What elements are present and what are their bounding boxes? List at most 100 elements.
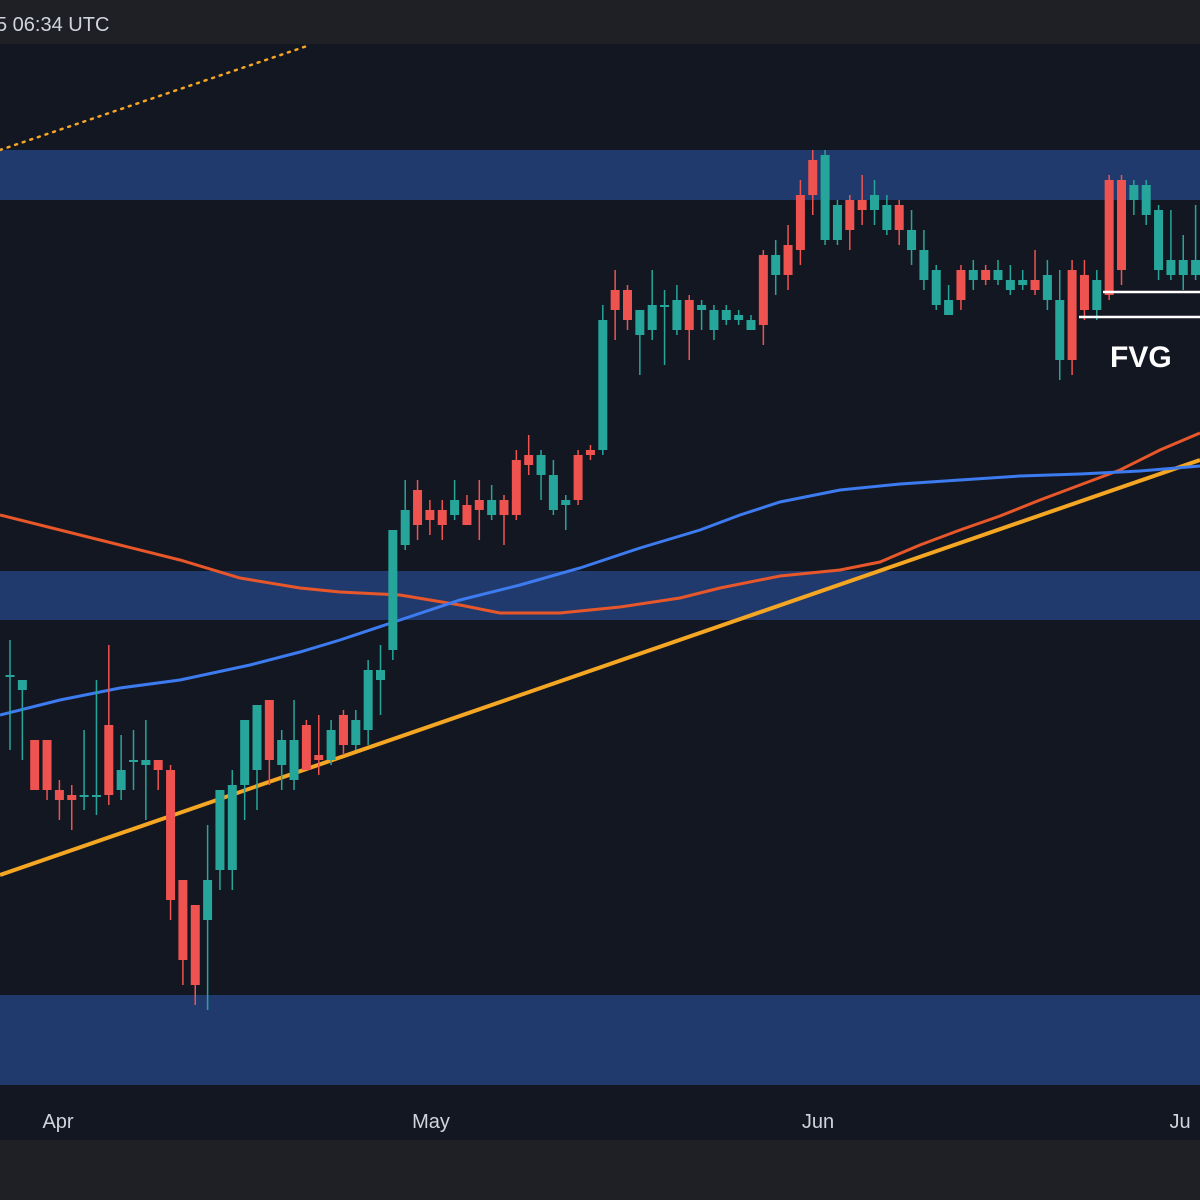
candle-body: [709, 310, 719, 330]
candle-body: [413, 490, 423, 525]
candle: [227, 770, 237, 890]
candle: [400, 480, 410, 550]
candlestick-chart: FVG Apr May Jun Ju: [0, 44, 1200, 1140]
support-resistance-zone: [0, 150, 1200, 200]
candle-body: [672, 300, 682, 330]
candle-body: [351, 720, 361, 745]
candle: [1191, 205, 1200, 280]
candle: [981, 265, 991, 285]
candle: [795, 180, 805, 265]
candle: [1067, 260, 1077, 375]
candle-body: [326, 730, 336, 760]
candle-body: [289, 740, 299, 780]
ascending-trendline: [0, 458, 1200, 877]
candle: [437, 500, 447, 540]
candle: [240, 720, 250, 820]
candle-body: [116, 770, 126, 790]
candle-body: [783, 245, 793, 275]
candle-body: [1055, 300, 1065, 360]
candle-body: [54, 790, 64, 800]
candle: [1055, 270, 1065, 380]
candle: [301, 720, 311, 770]
candle: [338, 710, 348, 755]
candle-body: [931, 270, 941, 305]
candle-body: [660, 305, 670, 307]
candle: [907, 210, 917, 265]
chart-footer: [0, 1140, 1200, 1200]
candle: [116, 735, 126, 800]
ma-layer: [0, 44, 1200, 877]
candle-body: [511, 460, 521, 515]
candle-body: [91, 795, 101, 797]
x-tick-label: Ju: [1169, 1111, 1190, 1133]
candle: [351, 710, 361, 750]
candle: [734, 310, 744, 325]
candle-body: [758, 255, 768, 325]
candle-body: [425, 510, 435, 520]
candle-body: [1018, 280, 1028, 285]
dotted-trendline: [0, 44, 312, 152]
candle-body: [203, 880, 213, 920]
candle: [1005, 265, 1015, 295]
candle-body: [635, 310, 645, 335]
candle: [129, 730, 138, 790]
candle: [252, 705, 262, 810]
candle: [993, 260, 1003, 285]
candle: [771, 240, 781, 295]
candle: [1129, 180, 1139, 215]
candle-body: [573, 455, 583, 500]
candle: [931, 265, 941, 310]
candle: [746, 315, 756, 330]
candle: [450, 480, 460, 520]
candle: [376, 645, 385, 715]
candle-body: [857, 200, 867, 210]
candle-body: [190, 905, 200, 985]
candle: [363, 660, 373, 745]
x-tick-label: Apr: [42, 1111, 73, 1133]
candle-body: [1092, 280, 1102, 310]
candle: [511, 450, 521, 520]
candle: [425, 500, 435, 535]
candle: [894, 200, 904, 245]
candle-body: [450, 500, 460, 515]
candle-body: [548, 475, 558, 510]
candle: [968, 260, 978, 290]
candle-body: [376, 670, 385, 680]
candle: [289, 700, 299, 790]
candle-body: [697, 305, 707, 310]
candle-body: [894, 205, 904, 230]
candle-body: [17, 680, 27, 690]
candle-body: [820, 155, 830, 240]
candle-body: [746, 320, 756, 330]
candle-body: [437, 510, 447, 525]
candle: [882, 195, 892, 235]
candle: [1079, 260, 1089, 320]
x-tick-label: Jun: [802, 1111, 834, 1133]
candle-body: [993, 270, 1003, 280]
candle-body: [1129, 185, 1139, 200]
candle-body: [870, 195, 879, 210]
candle: [203, 825, 213, 1010]
candle-body: [1154, 210, 1164, 270]
candle-body: [771, 255, 781, 275]
candle-body: [1117, 180, 1126, 270]
x-axis: Apr May Jun Ju: [42, 1111, 1190, 1133]
candle-body: [1141, 185, 1151, 215]
candle-body: [561, 500, 571, 505]
candle: [215, 790, 225, 890]
support-resistance-zone: [0, 571, 1200, 620]
candle: [277, 730, 287, 790]
candle-body: [104, 725, 114, 795]
candle: [153, 760, 163, 790]
candle-body: [721, 310, 731, 320]
candle: [178, 880, 188, 985]
candle-body: [363, 670, 373, 730]
candle-body: [1042, 275, 1052, 300]
candle-body: [1005, 280, 1015, 290]
candle: [141, 720, 151, 820]
candle: [610, 270, 620, 340]
candle-body: [400, 510, 410, 545]
candle-body: [67, 795, 77, 800]
candle-body: [598, 320, 608, 450]
candle: [314, 715, 324, 775]
